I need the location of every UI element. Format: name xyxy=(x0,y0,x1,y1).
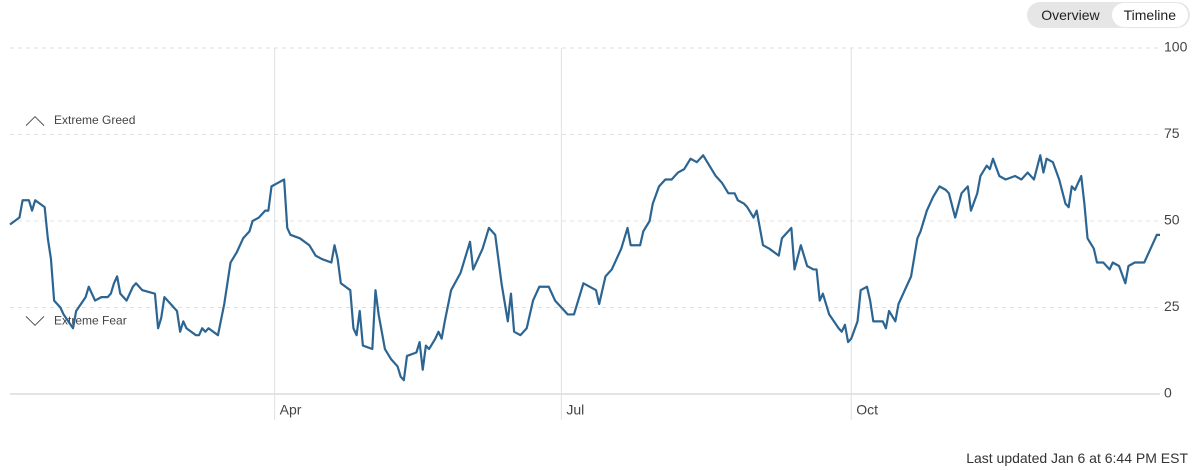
zone-label: Extreme Fear xyxy=(54,314,127,328)
chevron-up xyxy=(25,115,45,127)
last-updated: Last updated Jan 6 at 6:44 PM EST xyxy=(966,450,1188,466)
y-tick-label: 25 xyxy=(1164,298,1180,314)
y-tick-label: 0 xyxy=(1164,385,1172,401)
data-line xyxy=(9,154,1160,382)
toggle-button[interactable]: Overview xyxy=(1041,7,1100,23)
chevron-down xyxy=(25,315,45,327)
x-tick-label: Apr xyxy=(280,402,302,418)
x-tick-label: Oct xyxy=(856,402,878,418)
y-tick-label: 75 xyxy=(1164,125,1180,141)
y-tick-label: 100 xyxy=(1164,39,1188,55)
x-tick-label: Jul xyxy=(566,402,584,418)
zone-label: Extreme Greed xyxy=(54,113,135,127)
toggle-button[interactable]: Timeline xyxy=(1111,3,1188,27)
view-toggle: Overview Timeline xyxy=(1027,2,1190,28)
y-tick-label: 50 xyxy=(1164,212,1180,228)
